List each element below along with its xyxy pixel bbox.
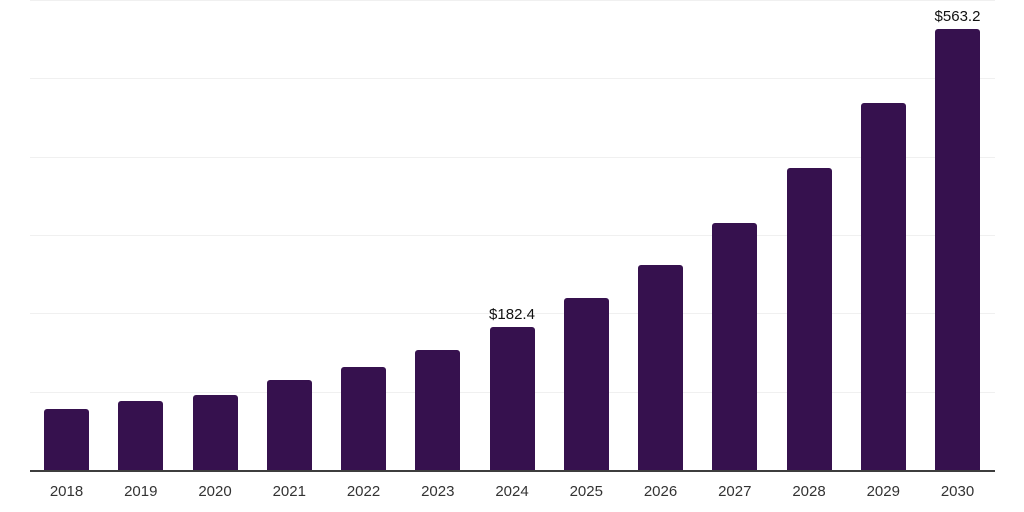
bar-2027 (712, 223, 758, 470)
x-tick-label-2028: 2028 (792, 483, 826, 500)
bar-2022 (341, 366, 386, 470)
x-tick-label-2027: 2027 (718, 483, 752, 500)
x-tick-label-2020: 2020 (198, 483, 232, 500)
x-tick-label-2030: 2030 (940, 483, 975, 500)
bar-2021 (266, 379, 312, 470)
bar-2025 (563, 297, 609, 470)
bar-2018 (44, 408, 89, 470)
x-tick-label-2024: 2024 (495, 483, 529, 500)
data-label-2024: $182.4 (489, 306, 535, 324)
x-tick-label-2026: 2026 (643, 483, 678, 500)
x-tick-label-2029: 2029 (866, 483, 900, 500)
gridline-400 (30, 156, 995, 158)
x-tick-label-2023: 2023 (421, 483, 455, 500)
x-tick-label-2021: 2021 (272, 483, 306, 500)
bar-2028 (786, 167, 832, 470)
bar-2019 (118, 401, 164, 470)
gridline-200 (30, 313, 995, 315)
x-tick-label-2025: 2025 (569, 483, 603, 500)
data-label-2030: $563.2 (934, 7, 981, 25)
x-tick-label-2019: 2019 (124, 483, 158, 500)
gridline-600 (30, 0, 995, 1)
gridline-300 (30, 235, 995, 236)
bar-2020 (192, 394, 238, 470)
bar-2030 (935, 28, 980, 470)
bar-2026 (638, 264, 683, 470)
plot-area: $182.4 $563.2 (30, 0, 995, 472)
x-axis-line (30, 470, 995, 472)
x-tick-label-2022: 2022 (346, 483, 381, 500)
bar-2029 (860, 102, 906, 470)
bar-2023 (415, 350, 461, 470)
bar-2024 (489, 327, 535, 470)
x-axis-tick-labels: 2018 2019 2020 2021 2022 2023 2024 2025 2026 2027… (30, 482, 995, 504)
gridline-500 (30, 78, 995, 80)
x-tick-label-2018: 2018 (49, 483, 84, 500)
